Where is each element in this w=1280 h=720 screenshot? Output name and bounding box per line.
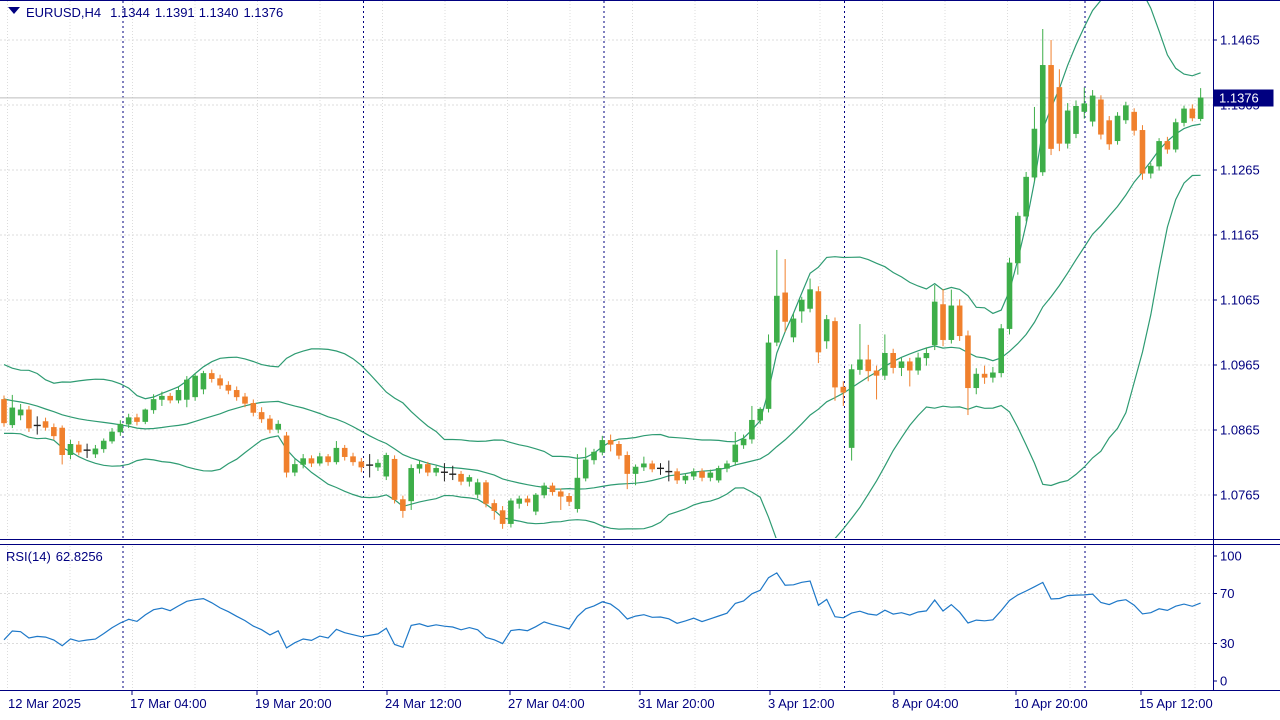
rsi-plot-area[interactable] [0,546,1213,690]
svg-text:1.1265: 1.1265 [1220,163,1260,178]
current-price-value: 1.1376 [1219,91,1259,106]
rsi-indicator-label: RSI(14) 62.8256 [6,549,103,564]
svg-text:27 Mar 04:00: 27 Mar 04:00 [508,696,585,711]
svg-text:19 Mar 20:00: 19 Mar 20:00 [255,696,332,711]
rsi-line-layer [3,572,1201,649]
panel-resize-separator[interactable] [0,538,1280,546]
svg-text:1.1065: 1.1065 [1220,293,1260,308]
svg-text:17 Mar 04:00: 17 Mar 04:00 [130,696,207,711]
svg-text:15 Apr 12:00: 15 Apr 12:00 [1139,696,1213,711]
frame-layer [0,0,1280,691]
svg-text:8 Apr 04:00: 8 Apr 04:00 [892,696,959,711]
candles-layer [1,28,1204,529]
svg-text:1.0965: 1.0965 [1220,358,1260,373]
svg-text:10 Apr 20:00: 10 Apr 20:00 [1014,696,1088,711]
period-separators-layer [122,1,1086,690]
svg-text:30: 30 [1220,636,1234,651]
svg-text:12 Mar 2025: 12 Mar 2025 [8,696,81,711]
svg-text:70: 70 [1220,586,1234,601]
svg-text:31 Mar 20:00: 31 Mar 20:00 [638,696,715,711]
svg-text:1.0865: 1.0865 [1220,423,1260,438]
current-price-badge: 1.1376 [1213,89,1274,107]
svg-text:3 Apr 12:00: 3 Apr 12:00 [768,696,835,711]
svg-text:1.1165: 1.1165 [1220,228,1259,243]
svg-text:1.1465: 1.1465 [1220,33,1260,48]
svg-text:1.0765: 1.0765 [1220,488,1260,503]
time-axis-area[interactable] [0,690,1280,720]
ohlc-header: EURUSD,H4 1.1344 1.1391 1.1340 1.1376 [26,5,283,20]
symbol-dropdown-icon [8,7,20,14]
svg-text:24 Mar 12:00: 24 Mar 12:00 [385,696,462,711]
svg-text:100: 100 [1220,549,1242,564]
main-plot-area[interactable] [0,0,1213,538]
svg-text:0: 0 [1220,674,1227,689]
axis-labels-layer: 1.14651.13651.12651.11651.10651.09651.08… [8,33,1260,712]
